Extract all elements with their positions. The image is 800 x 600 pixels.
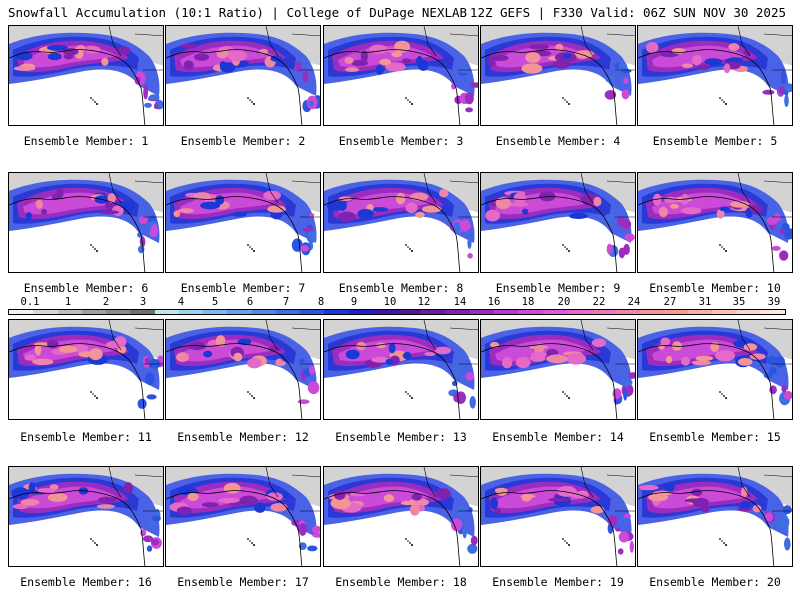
colorbar-swatch <box>591 310 616 314</box>
colorbar-tick-label: 27 <box>663 296 677 308</box>
colorbar-swatch <box>81 310 106 314</box>
colorbar-tick-label: 3 <box>139 296 147 308</box>
colorbar-swatch <box>300 310 325 314</box>
ensemble-map-panel <box>480 172 636 273</box>
colorbar-tick-label: 4 <box>177 296 185 308</box>
ensemble-member-label: Ensemble Member: 20 <box>649 575 781 589</box>
colorbar-swatch <box>518 310 543 314</box>
colorbar-swatch <box>33 310 58 314</box>
colorbar-swatch <box>154 310 179 314</box>
colorbar-legend: 0.1 1 2 3 4 5 6 7 8 9 10 12 14 16 18 20 22 24 27 31 35 39 <box>8 296 786 318</box>
ensemble-map-panel <box>323 25 479 126</box>
chart-title: Snowfall Accumulation (10:1 Ratio) | Col… <box>8 5 468 20</box>
colorbar-tick-label: 24 <box>627 296 641 308</box>
colorbar-swatch <box>445 310 470 314</box>
ensemble-member-label: Ensemble Member: 16 <box>20 575 152 589</box>
colorbar-tick-label: 5 <box>211 296 219 308</box>
ensemble-map-panel <box>165 172 321 273</box>
ensemble-member-label: Ensemble Member: 3 <box>338 134 464 148</box>
ensemble-map-panel <box>637 25 793 126</box>
ensemble-map-panel <box>165 319 321 420</box>
colorbar-tick-label: 1 <box>64 296 72 308</box>
colorbar-swatch <box>372 310 397 314</box>
ensemble-map-panel <box>480 319 636 420</box>
ensemble-member-label: Ensemble Member: 15 <box>649 430 781 444</box>
colorbar-swatch <box>348 310 373 314</box>
colorbar-tick-label: 2 <box>102 296 110 308</box>
ensemble-map-panel <box>323 466 479 567</box>
ensemble-map-panel <box>8 466 164 567</box>
colorbar-swatch <box>712 310 737 314</box>
ensemble-member-label: Ensemble Member: 9 <box>495 281 621 295</box>
colorbar-tick-label: 6 <box>246 296 254 308</box>
ensemble-member-label: Ensemble Member: 19 <box>492 575 624 589</box>
ensemble-member-label: Ensemble Member: 4 <box>495 134 621 148</box>
ensemble-member-label: Ensemble Member: 1 <box>23 134 149 148</box>
colorbar-swatch <box>227 310 252 314</box>
colorbar-swatch <box>615 310 640 314</box>
colorbar-tick-label: 7 <box>282 296 290 308</box>
ensemble-map-panel <box>637 466 793 567</box>
colorbar-swatch <box>494 310 519 314</box>
colorbar-tick-label: 12 <box>417 296 431 308</box>
colorbar-swatch <box>130 310 155 314</box>
colorbar-tick-label: 20 <box>557 296 571 308</box>
ensemble-map-panel <box>8 172 164 273</box>
colorbar-swatch <box>760 310 785 314</box>
ensemble-map-panel <box>165 25 321 126</box>
ensemble-map-panel <box>8 25 164 126</box>
colorbar-swatch <box>324 310 349 314</box>
ensemble-member-label: Ensemble Member: 10 <box>649 281 781 295</box>
ensemble-map-panel <box>323 172 479 273</box>
ensemble-member-label: Ensemble Member: 18 <box>335 575 467 589</box>
ensemble-member-label: Ensemble Member: 11 <box>20 430 152 444</box>
ensemble-map-panel <box>165 466 321 567</box>
colorbar-tick-label: 10 <box>383 296 397 308</box>
header: Snowfall Accumulation (10:1 Ratio) | Col… <box>0 0 800 24</box>
ensemble-member-label: Ensemble Member: 2 <box>180 134 306 148</box>
colorbar-swatch <box>542 310 567 314</box>
ensemble-member-label: Ensemble Member: 17 <box>177 575 309 589</box>
ensemble-member-label: Ensemble Member: 14 <box>492 430 624 444</box>
ensemble-map-panel <box>637 172 793 273</box>
ensemble-member-label: Ensemble Member: 5 <box>652 134 778 148</box>
colorbar-tick-label: 16 <box>487 296 501 308</box>
colorbar-tick-label: 0.1 <box>20 296 40 308</box>
ensemble-map-panel <box>637 319 793 420</box>
colorbar-tick-label: 31 <box>698 296 712 308</box>
ensemble-member-label: Ensemble Member: 12 <box>177 430 309 444</box>
colorbar-swatch <box>57 310 82 314</box>
ensemble-map-panel <box>480 466 636 567</box>
colorbar-tick-label: 8 <box>317 296 325 308</box>
colorbar-swatch <box>106 310 131 314</box>
colorbar-tick-label: 35 <box>732 296 746 308</box>
ensemble-member-label: Ensemble Member: 8 <box>338 281 464 295</box>
colorbar-swatch <box>178 310 203 314</box>
ensemble-map-panel <box>480 25 636 126</box>
colorbar-tick-label: 39 <box>767 296 781 308</box>
colorbar-swatch <box>397 310 422 314</box>
ensemble-member-label: Ensemble Member: 6 <box>23 281 149 295</box>
colorbar-swatch <box>639 310 664 314</box>
ensemble-map-panel <box>8 319 164 420</box>
colorbar-tick-label: 18 <box>521 296 535 308</box>
ensemble-member-label: Ensemble Member: 13 <box>335 430 467 444</box>
colorbar-swatch <box>275 310 300 314</box>
colorbar-swatch <box>469 310 494 314</box>
ensemble-map-panel <box>323 319 479 420</box>
colorbar-swatch <box>736 310 761 314</box>
colorbar-swatch <box>566 310 591 314</box>
colorbar-strip <box>8 309 786 315</box>
ensemble-member-label: Ensemble Member: 7 <box>180 281 306 295</box>
colorbar-swatch <box>688 310 713 314</box>
colorbar-swatch <box>251 310 276 314</box>
colorbar-tick-label: 14 <box>453 296 467 308</box>
colorbar-swatch <box>421 310 446 314</box>
run-info: 12Z GEFS | F330 Valid: 06Z SUN NOV 30 20… <box>469 5 786 20</box>
colorbar-tick-label: 22 <box>592 296 606 308</box>
colorbar-swatch <box>663 310 688 314</box>
colorbar-tick-label: 9 <box>350 296 358 308</box>
colorbar-swatch <box>203 310 228 314</box>
colorbar-swatch <box>9 310 34 314</box>
